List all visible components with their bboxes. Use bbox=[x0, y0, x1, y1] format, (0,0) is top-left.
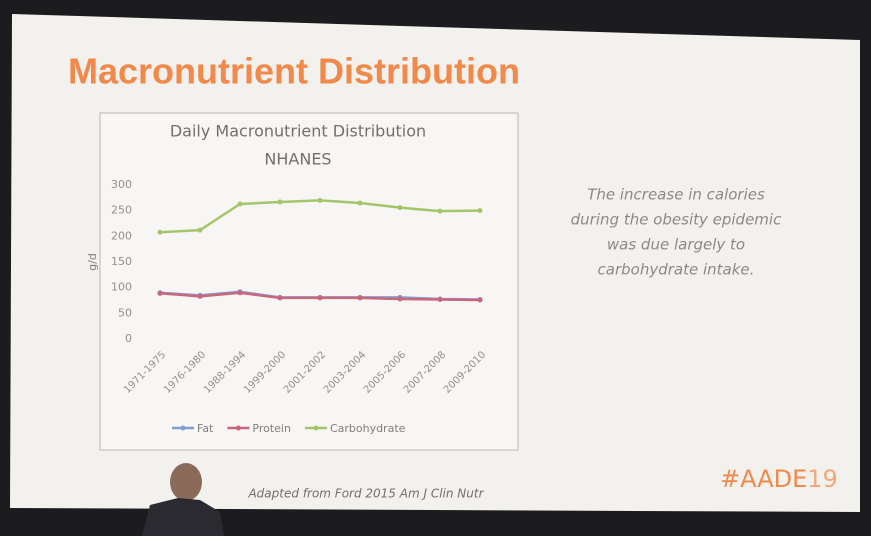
point bbox=[397, 205, 403, 211]
speaker bbox=[142, 463, 224, 536]
legend-marker bbox=[313, 425, 319, 431]
y-tick-label: 200 bbox=[111, 229, 132, 242]
side-text-line: was due largely to bbox=[607, 236, 745, 254]
chart-subtitle: NHANES bbox=[264, 150, 331, 169]
point bbox=[237, 290, 243, 296]
slide-title: Macronutrient Distribution bbox=[68, 51, 520, 92]
point bbox=[477, 297, 483, 303]
legend-label: Carbohydrate bbox=[330, 422, 406, 435]
y-tick-label: 100 bbox=[111, 281, 132, 294]
y-tick-label: 0 bbox=[125, 332, 132, 345]
speaker-body bbox=[142, 498, 224, 536]
y-tick-label: 150 bbox=[111, 255, 132, 268]
point bbox=[357, 295, 363, 301]
point bbox=[277, 199, 283, 205]
legend-label: Protein bbox=[252, 422, 291, 435]
y-tick-label: 250 bbox=[111, 204, 132, 217]
legend-label: Fat bbox=[197, 422, 214, 435]
legend-marker bbox=[235, 425, 241, 431]
side-text-line: carbohydrate intake. bbox=[598, 261, 755, 279]
point bbox=[437, 208, 443, 214]
point bbox=[197, 227, 203, 233]
y-tick-label: 300 bbox=[111, 178, 132, 191]
point bbox=[357, 200, 363, 206]
point bbox=[157, 290, 163, 296]
legend-marker bbox=[180, 425, 186, 431]
y-axis-label: g/d bbox=[86, 253, 99, 271]
speaker-head bbox=[170, 463, 202, 501]
logo-year: 19 bbox=[807, 465, 838, 493]
point bbox=[397, 296, 403, 302]
point bbox=[277, 295, 283, 301]
point bbox=[197, 293, 203, 299]
point bbox=[317, 295, 323, 301]
side-text-line: The increase in calories bbox=[587, 186, 765, 204]
point bbox=[237, 201, 243, 207]
chart-frame bbox=[99, 112, 519, 451]
point bbox=[477, 208, 483, 214]
point bbox=[437, 296, 443, 302]
side-text-line: during the obesity epidemic bbox=[571, 211, 782, 229]
logo-main: #AADE bbox=[720, 465, 807, 493]
footer: Adapted from Ford 2015 Am J Clin Nutr bbox=[247, 487, 484, 501]
logo: #AADE19 bbox=[720, 465, 838, 493]
point bbox=[157, 229, 163, 235]
y-tick-label: 50 bbox=[118, 306, 132, 319]
side-text: The increase in calories during the obesi… bbox=[571, 186, 782, 279]
point bbox=[317, 197, 323, 203]
chart-title: Daily Macronutrient Distribution bbox=[170, 122, 426, 141]
